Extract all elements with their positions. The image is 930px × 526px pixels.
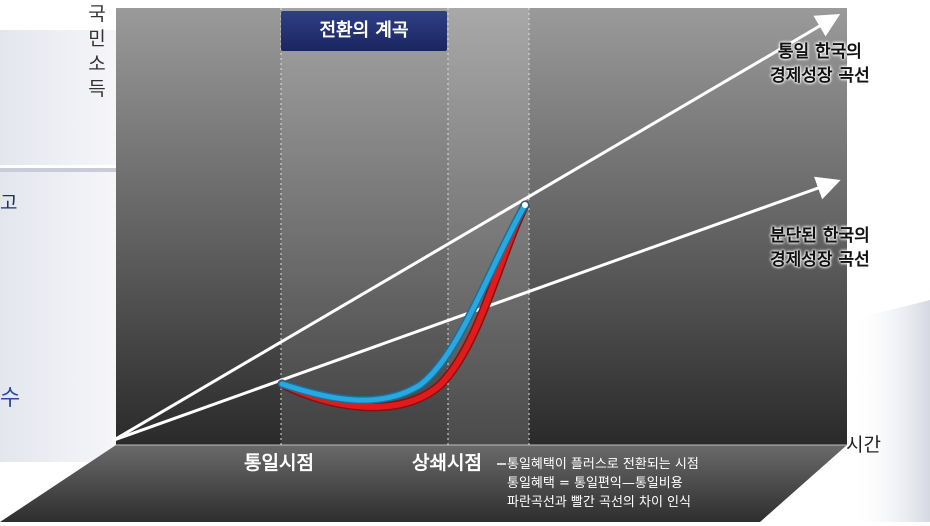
note-line-3: 파란곡선과 빨간 곡선의 차이 인식 bbox=[507, 495, 691, 510]
chart-floor bbox=[0, 445, 847, 522]
left-panel-divider bbox=[0, 168, 116, 172]
left-fragment-a: 고 bbox=[0, 192, 18, 214]
right-decoration bbox=[850, 300, 930, 522]
valley-title: 전환의 계곡 bbox=[281, 11, 447, 51]
curves-meet-point bbox=[522, 202, 528, 208]
y-axis-label: 국 민 소 득 bbox=[88, 3, 106, 100]
x-axis-label: 시간 bbox=[846, 434, 881, 456]
unified-line-label: 통일 한국의 경제성장 곡선 bbox=[770, 42, 870, 86]
offset-time-label: 상쇄시점 bbox=[412, 452, 482, 474]
note-line-2: 통일혜택 = 통일편익—통일비용 bbox=[507, 476, 683, 491]
note-line-1: 통일혜택이 플러스로 전환되는 시점 bbox=[507, 457, 699, 472]
divided-line-label: 분단된 한국의 경제성장 곡선 bbox=[770, 226, 870, 270]
blue-curve bbox=[279, 202, 528, 403]
valley-band bbox=[281, 8, 529, 445]
left-panel-top bbox=[0, 30, 116, 165]
red-curve bbox=[279, 202, 528, 410]
unified-growth-line bbox=[113, 13, 841, 442]
unification-time-label: 통일시점 bbox=[244, 452, 314, 474]
left-panel-bottom bbox=[0, 170, 116, 462]
left-fragment-b: 수 bbox=[0, 386, 21, 411]
